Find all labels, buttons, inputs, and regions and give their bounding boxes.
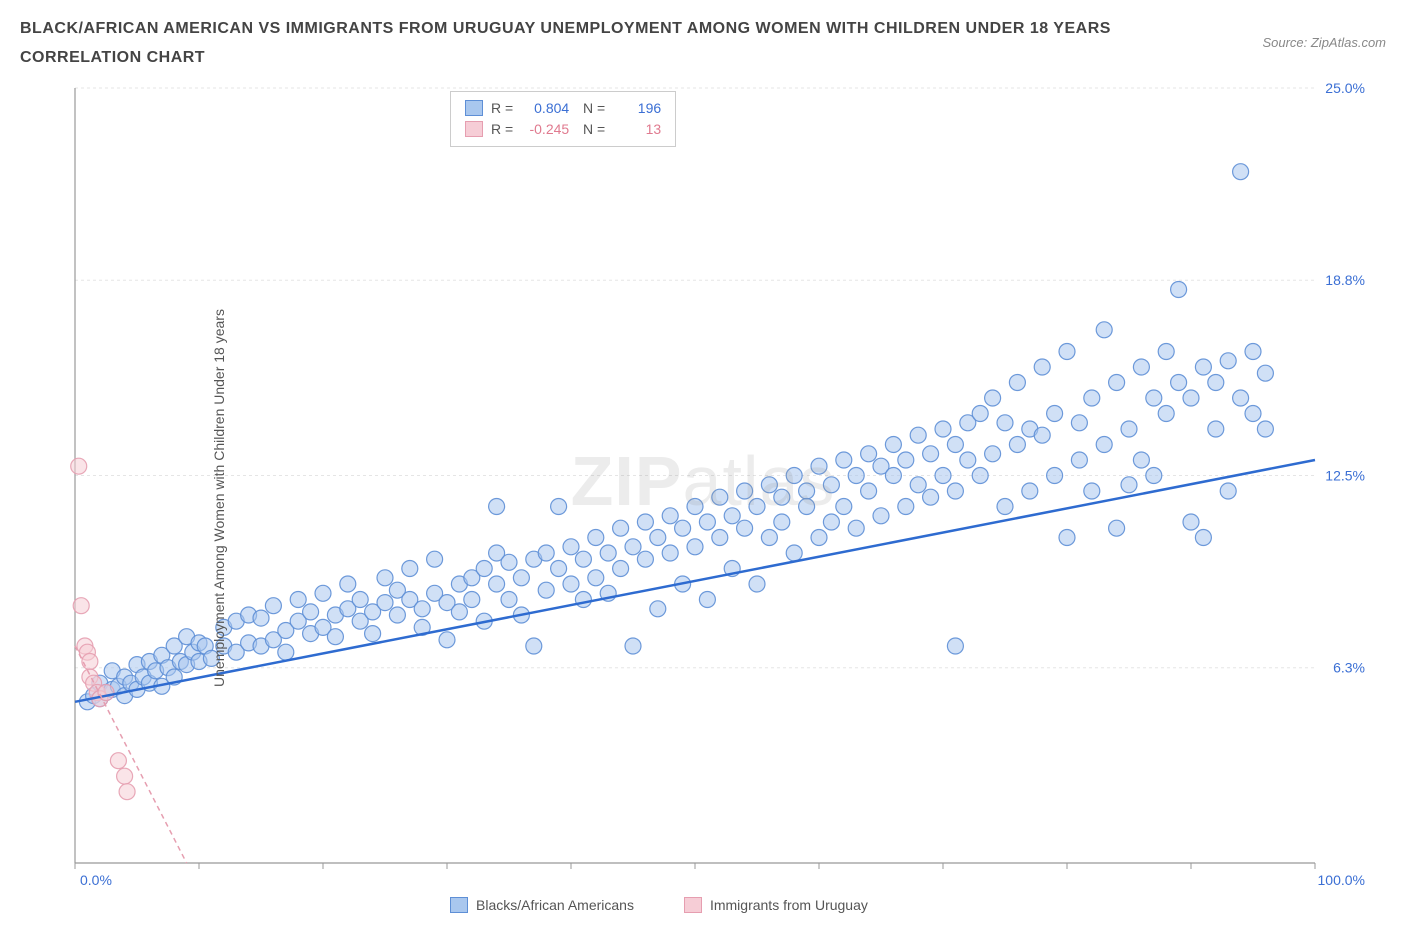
chart-container: Unemployment Among Women with Children U… bbox=[20, 83, 1386, 913]
legend-item: Immigrants from Uruguay bbox=[684, 897, 868, 913]
series-legend: Blacks/African Americans Immigrants from … bbox=[450, 897, 868, 913]
correlation-legend: R =0.804 N =196R =-0.245 N =13 bbox=[450, 91, 676, 147]
source-text: Source: ZipAtlas.com bbox=[1262, 35, 1386, 50]
chart-title: BLACK/AFRICAN AMERICAN VS IMMIGRANTS FRO… bbox=[20, 15, 1120, 73]
legend-swatch bbox=[465, 100, 483, 116]
svg-text:18.8%: 18.8% bbox=[1325, 272, 1365, 288]
legend-item: Blacks/African Americans bbox=[450, 897, 634, 913]
svg-text:12.5%: 12.5% bbox=[1325, 467, 1365, 483]
legend-swatch bbox=[465, 121, 483, 137]
svg-text:25.0%: 25.0% bbox=[1325, 83, 1365, 96]
svg-text:0.0%: 0.0% bbox=[80, 872, 112, 888]
svg-text:6.3%: 6.3% bbox=[1333, 659, 1365, 675]
svg-text:100.0%: 100.0% bbox=[1318, 872, 1365, 888]
y-axis-title: Unemployment Among Women with Children U… bbox=[211, 309, 227, 687]
